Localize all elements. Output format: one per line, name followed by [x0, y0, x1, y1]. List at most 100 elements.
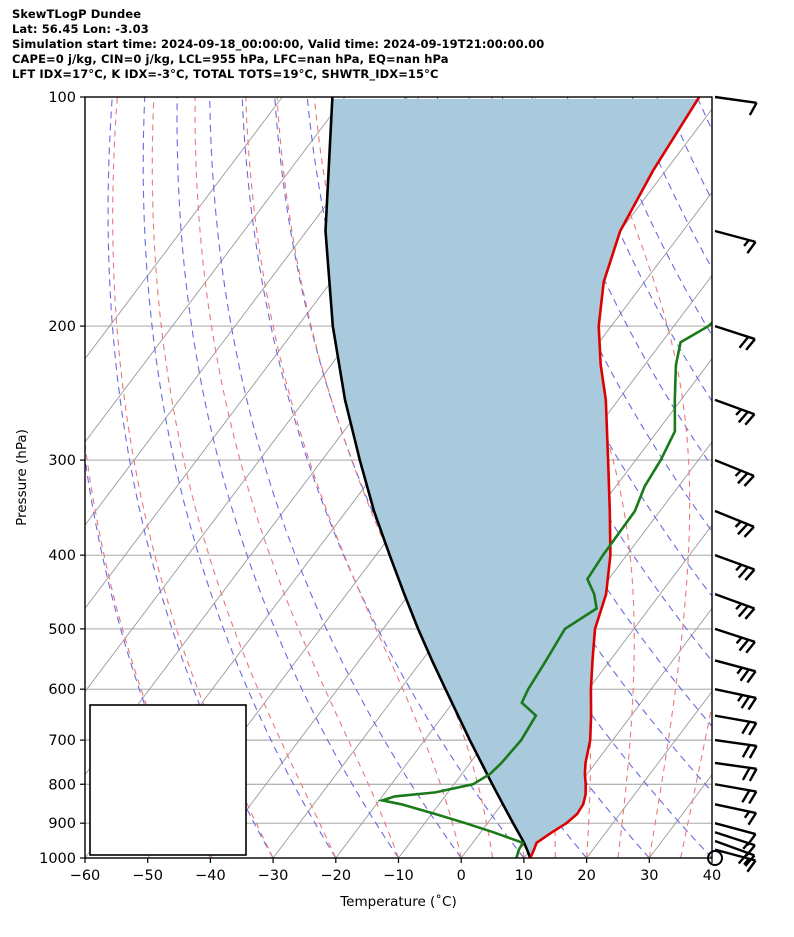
- barb-half: [737, 694, 744, 702]
- pressure-tick-label: 400: [48, 548, 76, 564]
- wind-barb: [714, 592, 756, 620]
- pressure-tick-label: 100: [48, 90, 76, 106]
- wind-profile-inset: [89, 704, 247, 856]
- calm-wind-circle: [707, 850, 723, 866]
- barb-full: [740, 695, 751, 709]
- barb-full: [737, 566, 749, 579]
- barb-full: [748, 768, 758, 782]
- isotherm-line: [85, 97, 283, 360]
- barb-full: [737, 523, 749, 536]
- wind-barb: [714, 822, 757, 847]
- moist-adiabat-line: [276, 97, 494, 858]
- barb-full: [748, 102, 758, 116]
- barb-full: [744, 413, 756, 426]
- moist-adiabat-line: [775, 97, 794, 858]
- wind-barb: [714, 687, 758, 711]
- latlon-line: Lat: 56.45 Lon: -3.03: [12, 22, 149, 36]
- inset-frame: [89, 704, 247, 856]
- moist-adiabat-line: [245, 97, 462, 858]
- barb-full: [744, 607, 756, 620]
- barb-full: [745, 844, 756, 857]
- isotherm-line: [586, 690, 712, 858]
- y-axis-label: Pressure (hPa): [14, 429, 30, 526]
- wind-barb: [714, 458, 755, 487]
- pressure-tick-label: 900: [48, 816, 76, 832]
- wind-barb: [714, 554, 756, 581]
- barb-half: [734, 469, 742, 477]
- barb-half: [734, 520, 742, 528]
- pressure-tick-label: 700: [48, 733, 76, 749]
- barb-half: [736, 666, 743, 675]
- cape-cin-shading: [325, 99, 698, 858]
- barb-full: [737, 411, 749, 424]
- isotherm-line: [523, 607, 712, 858]
- moist-adiabat-line: [112, 97, 274, 858]
- barb-full: [738, 336, 750, 349]
- indices-line-1: CAPE=0 j/kg, CIN=0 j/kg, LCL=955 hPa, LF…: [12, 52, 449, 66]
- barb-full: [747, 812, 758, 826]
- wind-barb: [714, 761, 758, 782]
- wind-barb: [707, 850, 723, 866]
- barb-full: [743, 525, 755, 538]
- dry-adiabat-line: [404, 97, 712, 728]
- barb-full: [744, 568, 756, 581]
- pressure-tick-label: 500: [48, 622, 76, 638]
- dry-adiabat-line: [176, 97, 399, 858]
- barb-full: [746, 859, 757, 873]
- temperature-tick-label: 30: [640, 868, 658, 884]
- isotherm-line: [85, 97, 409, 526]
- pressure-tick-label: 200: [48, 319, 76, 335]
- dry-adiabat-line: [241, 97, 525, 858]
- time-line: Simulation start time: 2024-09-18_00:00:…: [12, 37, 545, 51]
- barb-full: [745, 338, 756, 351]
- temperature-tick-label: −20: [320, 868, 351, 884]
- pressure-tick-label: 800: [48, 777, 76, 793]
- barb-half: [735, 563, 743, 572]
- moist-adiabat-line: [194, 97, 400, 858]
- barb-full: [741, 789, 751, 803]
- wind-barb-column: [707, 95, 758, 873]
- wind-barb: [714, 398, 756, 426]
- wind-barb: [714, 95, 758, 116]
- barb-half: [743, 239, 750, 247]
- wind-barb: [714, 509, 755, 538]
- indices-line-2: LFT IDX=17°C, K IDX=-3°C, TOTAL TOTS=19°…: [12, 67, 439, 81]
- barb-full: [746, 670, 757, 684]
- barb-full: [748, 790, 758, 805]
- barb-full: [741, 767, 751, 781]
- barb-full: [744, 854, 756, 867]
- wind-barb: [714, 783, 758, 805]
- pressure-tick-label: 1000: [39, 851, 76, 867]
- wind-barb: [714, 714, 758, 736]
- dry-adiabat-line: [534, 97, 712, 468]
- temperature-tick-label: 10: [515, 868, 533, 884]
- pressure-tick-label: 300: [48, 453, 76, 469]
- isotherm-line: [775, 97, 794, 858]
- temperature-tick-label: −50: [132, 868, 163, 884]
- temperature-tick-label: 0: [457, 868, 466, 884]
- barb-full: [748, 745, 758, 759]
- barb-full: [739, 668, 750, 682]
- dewpoint-curve: [377, 321, 712, 858]
- wind-barb: [714, 848, 757, 873]
- barb-full: [747, 697, 758, 711]
- temperature-tick-label: −60: [70, 868, 101, 884]
- wind-barb: [714, 627, 756, 654]
- pressure-tick-label: 600: [48, 682, 76, 698]
- barb-half: [743, 857, 750, 866]
- barb-half: [735, 408, 743, 416]
- parcel-curve: [324, 97, 532, 858]
- barb-full: [748, 722, 758, 736]
- x-axis-label: Temperature (˚C): [339, 893, 457, 910]
- barb-full: [737, 472, 749, 485]
- barb-full: [745, 641, 756, 654]
- temperature-tick-label: −10: [383, 868, 414, 884]
- barb-half: [735, 636, 743, 645]
- barb-full: [746, 241, 757, 254]
- temperature-curve: [529, 97, 701, 858]
- wind-barb: [714, 803, 758, 826]
- moist-adiabat-line: [151, 97, 337, 858]
- barb-full: [741, 721, 751, 735]
